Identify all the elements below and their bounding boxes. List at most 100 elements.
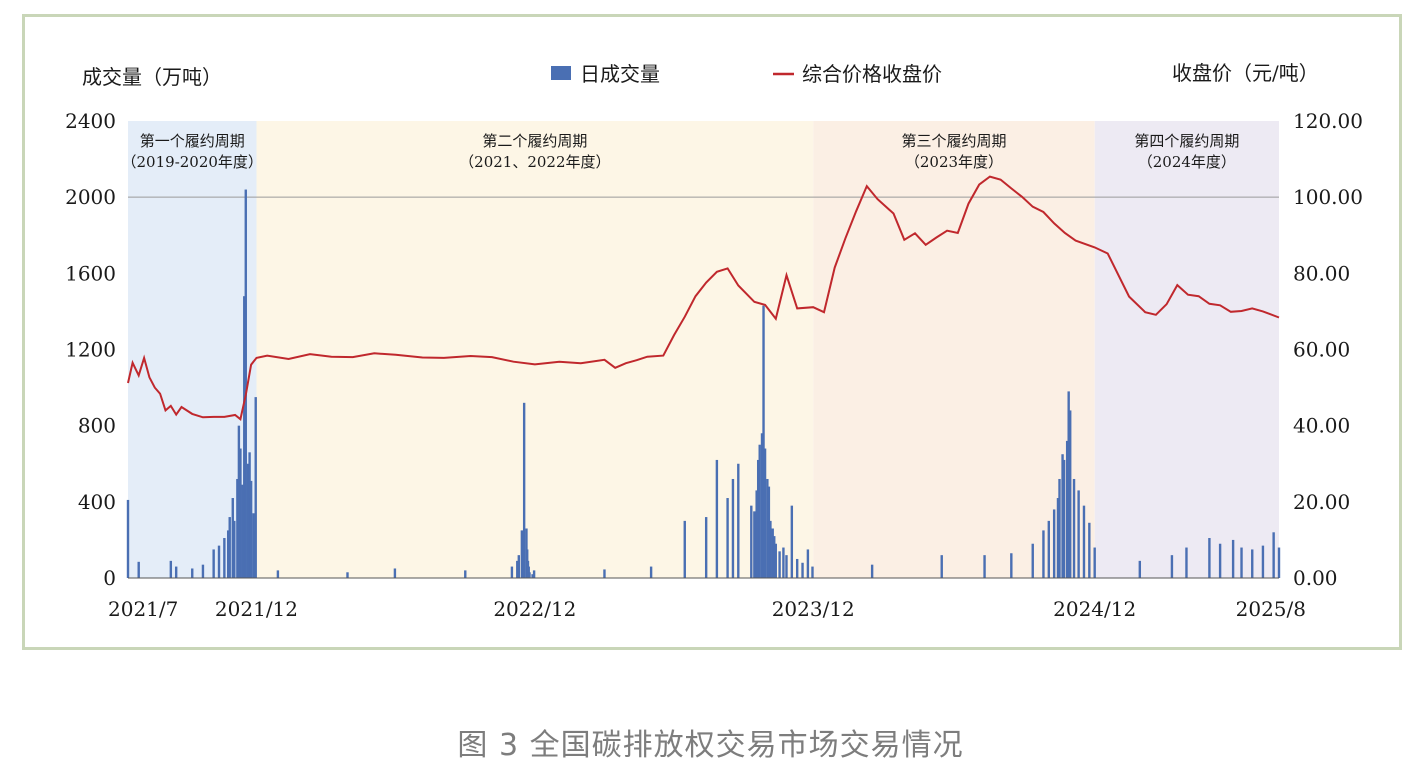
volume-bar <box>801 562 804 578</box>
volume-bars <box>126 189 1281 579</box>
period-bands: 第一个履约周期 （2019-2020年度） 第二个履约周期 （2021、2022年度）… <box>122 121 1279 578</box>
volume-bar <box>223 538 226 578</box>
x-tick-label: 2023/12 <box>772 597 855 621</box>
volume-bar <box>782 547 785 578</box>
volume-bar <box>137 561 140 578</box>
volume-bar <box>510 566 514 578</box>
right-axis-label: 收盘价（元/吨） <box>1172 61 1319 85</box>
volume-bar <box>516 560 519 578</box>
left-tick-label: 0 <box>103 566 116 590</box>
figure-caption: 图 3 全国碳排放权交易市场交易情况 <box>457 728 964 763</box>
right-tick-label: 80.00 <box>1293 261 1350 285</box>
axes: 2400 2000 1600 1200 800 400 0 120.00 100.00 80.00… <box>65 109 1363 621</box>
volume-bar <box>785 555 788 578</box>
volume-bar <box>1240 547 1243 578</box>
volume-bar <box>806 549 810 578</box>
left-tick-label: 1600 <box>65 261 116 285</box>
legend-bar-swatch <box>551 66 571 80</box>
volume-bar <box>174 566 178 578</box>
volume-bar <box>774 543 777 578</box>
volume-bar <box>773 536 776 578</box>
volume-bar <box>755 490 758 578</box>
right-tick-label: 120.00 <box>1293 109 1363 133</box>
volume-bar <box>228 517 231 578</box>
right-tick-label: 60.00 <box>1293 338 1350 362</box>
volume-bar <box>940 555 943 578</box>
period-band-4 <box>1094 121 1279 578</box>
x-tick-label: 2024/12 <box>1053 597 1136 621</box>
period-title-4: 第四个履约周期 <box>1134 132 1239 150</box>
volume-bar <box>1067 391 1070 578</box>
left-tick-label: 2000 <box>65 185 116 209</box>
volume-bar <box>520 530 524 578</box>
volume-bar <box>771 528 774 578</box>
volume-bar <box>1062 459 1066 578</box>
volume-bar <box>795 558 799 578</box>
volume-bar <box>762 305 765 578</box>
volume-bar <box>241 484 244 578</box>
volume-bar <box>233 520 236 578</box>
volume-bar <box>1031 543 1034 578</box>
volume-bar <box>1082 505 1086 578</box>
volume-bar <box>244 189 247 579</box>
volume-bar <box>760 433 764 578</box>
legend-line-label: 综合价格收盘价 <box>802 62 942 86</box>
period-title-1: 第一个履约周期 <box>140 132 245 150</box>
left-tick-label: 1200 <box>65 338 116 362</box>
volume-bar <box>1010 553 1013 578</box>
legend-bar-label: 日成交量 <box>580 62 660 86</box>
volume-bar <box>231 498 234 578</box>
volume-bar <box>870 564 874 578</box>
volume-bar <box>1208 538 1211 578</box>
volume-bar <box>346 572 349 578</box>
volume-bar <box>704 517 708 578</box>
period-title-3: 第三个履约周期 <box>901 132 1006 150</box>
volume-bar <box>1052 509 1056 578</box>
volume-bar <box>811 566 814 578</box>
volume-bar <box>236 478 239 578</box>
volume-bar <box>1272 532 1275 578</box>
right-tick-label: 0.00 <box>1293 566 1338 590</box>
volume-bar <box>753 511 756 578</box>
volume-bar <box>249 480 253 578</box>
volume-bar <box>1077 490 1080 578</box>
period-title-2: 第二个履约周期 <box>482 132 587 150</box>
volume-bar <box>212 549 215 578</box>
period-subtitle-3: （2023年度） <box>905 153 1003 171</box>
volume-bar <box>528 572 531 578</box>
volume-bar <box>1069 410 1072 578</box>
volume-bar <box>603 569 606 578</box>
volume-bar <box>169 560 173 578</box>
volume-bar <box>778 551 781 578</box>
volume-bar <box>201 564 205 578</box>
volume-bar <box>464 570 467 578</box>
volume-bar <box>1088 522 1091 578</box>
volume-bar <box>1047 520 1050 578</box>
volume-bar <box>1058 478 1061 578</box>
volume-bar <box>763 448 767 578</box>
volume-price-chart: 第一个履约周期 （2019-2020年度） 第二个履约周期 （2021、2022年度）… <box>65 61 1363 621</box>
volume-bar <box>254 397 257 578</box>
volume-bar <box>531 574 534 578</box>
volume-bar <box>750 505 753 578</box>
volume-bar <box>1218 543 1222 578</box>
volume-bar <box>1138 560 1142 578</box>
right-tick-label: 100.00 <box>1293 185 1363 209</box>
volume-bar <box>766 478 769 578</box>
volume-bar <box>1042 530 1045 578</box>
volume-bar <box>1231 539 1235 578</box>
volume-bar <box>683 520 686 578</box>
right-tick-label: 20.00 <box>1293 490 1350 514</box>
volume-bar <box>1185 547 1188 578</box>
volume-bar <box>1251 549 1254 578</box>
period-subtitle-4: （2024年度） <box>1138 153 1236 171</box>
period-band-2 <box>256 121 814 578</box>
volume-bar <box>1277 547 1281 578</box>
period-subtitle-1: （2019-2020年度） <box>122 153 263 171</box>
volume-bar <box>217 545 221 578</box>
volume-bar <box>769 520 772 578</box>
volume-bar <box>1093 547 1096 578</box>
period-subtitle-2: （2021、2022年度） <box>459 153 610 171</box>
left-tick-label: 800 <box>78 414 116 438</box>
volume-bar <box>1061 454 1064 578</box>
